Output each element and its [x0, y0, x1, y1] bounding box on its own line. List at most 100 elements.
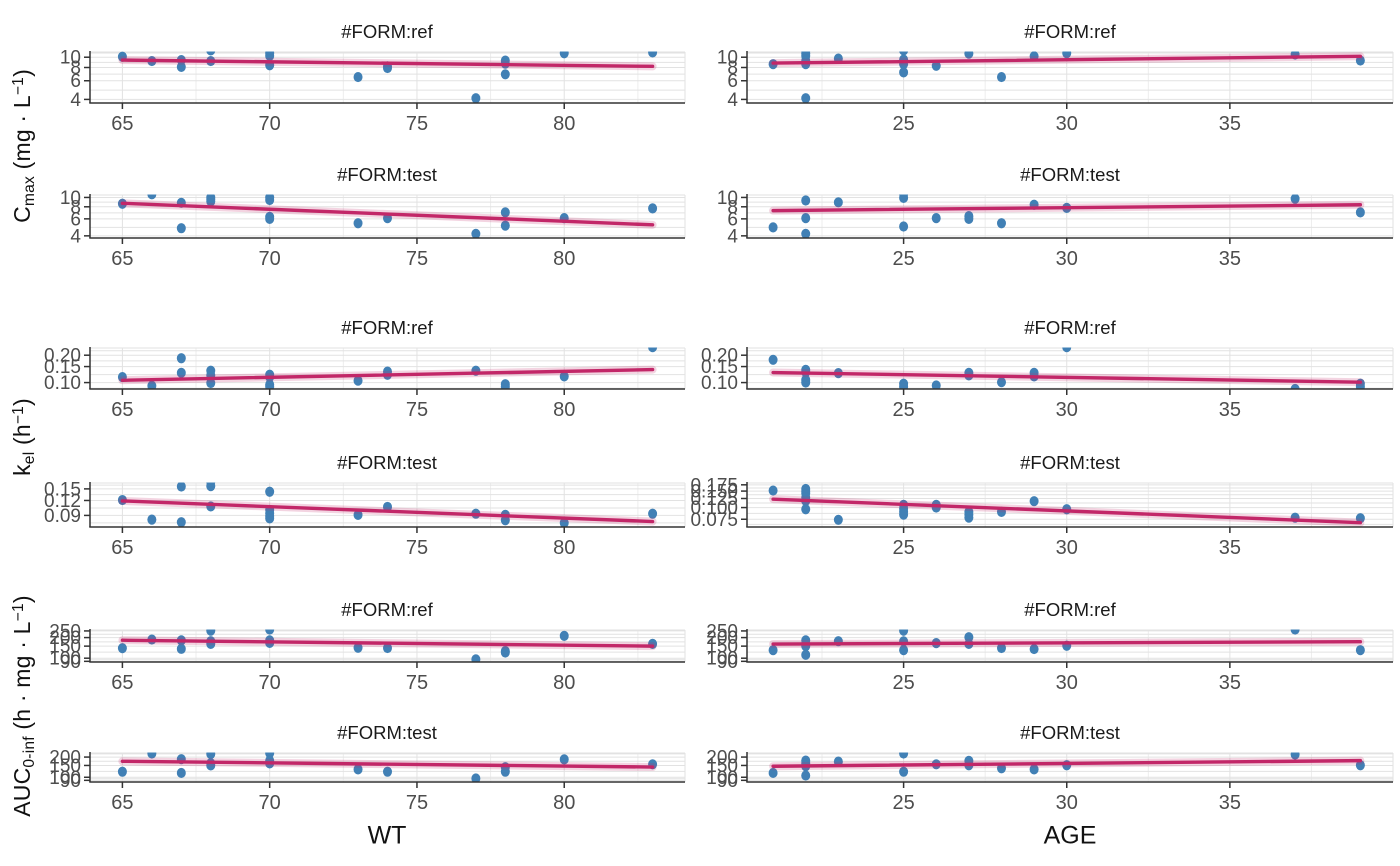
data-point	[899, 509, 909, 520]
data-point	[931, 60, 941, 71]
data-point	[1062, 347, 1072, 353]
x-tick-label: 65	[111, 113, 133, 135]
facet-title: #FORM:test	[337, 722, 437, 743]
x-tick-label: 30	[1056, 248, 1078, 270]
data-point	[353, 218, 363, 229]
data-point	[206, 196, 216, 207]
x-tick-label: 70	[259, 113, 281, 135]
data-point	[117, 766, 127, 777]
data-point	[353, 375, 363, 386]
y-tick-label: 6	[70, 209, 81, 230]
data-point	[353, 509, 363, 520]
data-point	[147, 380, 157, 390]
data-point	[500, 766, 510, 777]
y-tick-label: 200	[706, 748, 738, 769]
data-point	[964, 213, 974, 224]
data-point	[471, 93, 481, 104]
data-point	[559, 630, 569, 641]
data-point	[176, 482, 186, 492]
y-tick-label: 4	[727, 90, 738, 111]
y-tick-label: 0.100	[690, 498, 738, 519]
data-point	[500, 69, 510, 80]
data-point	[1029, 764, 1039, 775]
y-tick-label: 8	[70, 197, 81, 218]
x-tick-label: 25	[892, 672, 914, 694]
data-point	[833, 514, 843, 525]
y-tick-label: 250	[49, 621, 81, 642]
y-tick-label: 150	[706, 637, 738, 658]
facet-title: #FORM:ref	[341, 599, 433, 620]
x-tick-label: 65	[111, 672, 133, 694]
data-point	[353, 764, 363, 775]
data-point	[648, 347, 658, 353]
x-tick-label: 25	[892, 399, 914, 421]
y-tick-label: 200	[49, 748, 81, 769]
y-tick-label: 200	[706, 628, 738, 649]
data-point	[801, 770, 811, 781]
y-tick-label: 150	[49, 756, 81, 777]
x-tick-label: 30	[1056, 792, 1078, 814]
data-point	[931, 380, 941, 390]
data-point	[559, 754, 569, 765]
x-tick-label: 65	[111, 248, 133, 270]
data-point	[265, 213, 275, 224]
data-point	[500, 220, 510, 231]
data-point	[801, 195, 811, 206]
data-point	[899, 645, 909, 656]
facet-title: #FORM:test	[1020, 722, 1120, 743]
data-point	[1062, 51, 1072, 59]
y-tick-label: 150	[49, 637, 81, 658]
data-point	[768, 354, 778, 365]
x-tick-label: 75	[406, 113, 428, 135]
x-tick-label: 75	[406, 672, 428, 694]
data-point	[899, 766, 909, 777]
facet-title: #FORM:ref	[1024, 317, 1116, 338]
data-point	[801, 213, 811, 224]
y-axis-label-auc: AUC0-inf (h · mg · L−1)	[8, 595, 39, 817]
data-point	[559, 371, 569, 382]
y-tick-label: 10	[717, 188, 738, 209]
data-point	[996, 71, 1006, 83]
y-tick-label: 0.15	[701, 357, 738, 378]
x-tick-label: 75	[406, 537, 428, 559]
y-tick-label: 90	[60, 652, 81, 673]
data-point	[833, 197, 843, 208]
y-tick-label: 6	[727, 71, 738, 92]
data-point	[1355, 645, 1365, 656]
y-tick-label: 6	[70, 71, 81, 92]
x-tick-label: 25	[892, 113, 914, 135]
y-tick-label: 4	[727, 226, 738, 247]
trend-line	[771, 497, 1363, 525]
x-tick-label: 80	[553, 792, 575, 814]
data-point	[768, 645, 778, 656]
x-tick-label: 30	[1056, 537, 1078, 559]
data-point	[147, 514, 157, 525]
y-tick-label: 10	[60, 48, 81, 69]
x-tick-label: 35	[1219, 113, 1241, 135]
data-point	[206, 482, 216, 492]
x-tick-label: 30	[1056, 113, 1078, 135]
data-point	[500, 381, 510, 390]
data-point	[265, 513, 275, 524]
x-tick-label: 35	[1219, 672, 1241, 694]
data-point	[1355, 207, 1365, 218]
data-point	[147, 194, 157, 200]
data-point	[899, 752, 909, 759]
data-point	[996, 377, 1006, 388]
y-tick-label: 90	[60, 771, 81, 792]
data-point	[964, 512, 974, 523]
data-point	[471, 773, 481, 783]
data-point	[899, 194, 909, 203]
data-point	[768, 485, 778, 496]
x-tick-label: 75	[406, 792, 428, 814]
y-tick-label: 0.12	[44, 491, 81, 512]
data-point	[996, 642, 1006, 654]
y-tick-label: 0.20	[701, 346, 738, 367]
facet-title: #FORM:test	[337, 452, 437, 473]
panel-kel-test-wt: 0.150.120.09 65 70 75 80 #FORM:test	[44, 452, 686, 559]
